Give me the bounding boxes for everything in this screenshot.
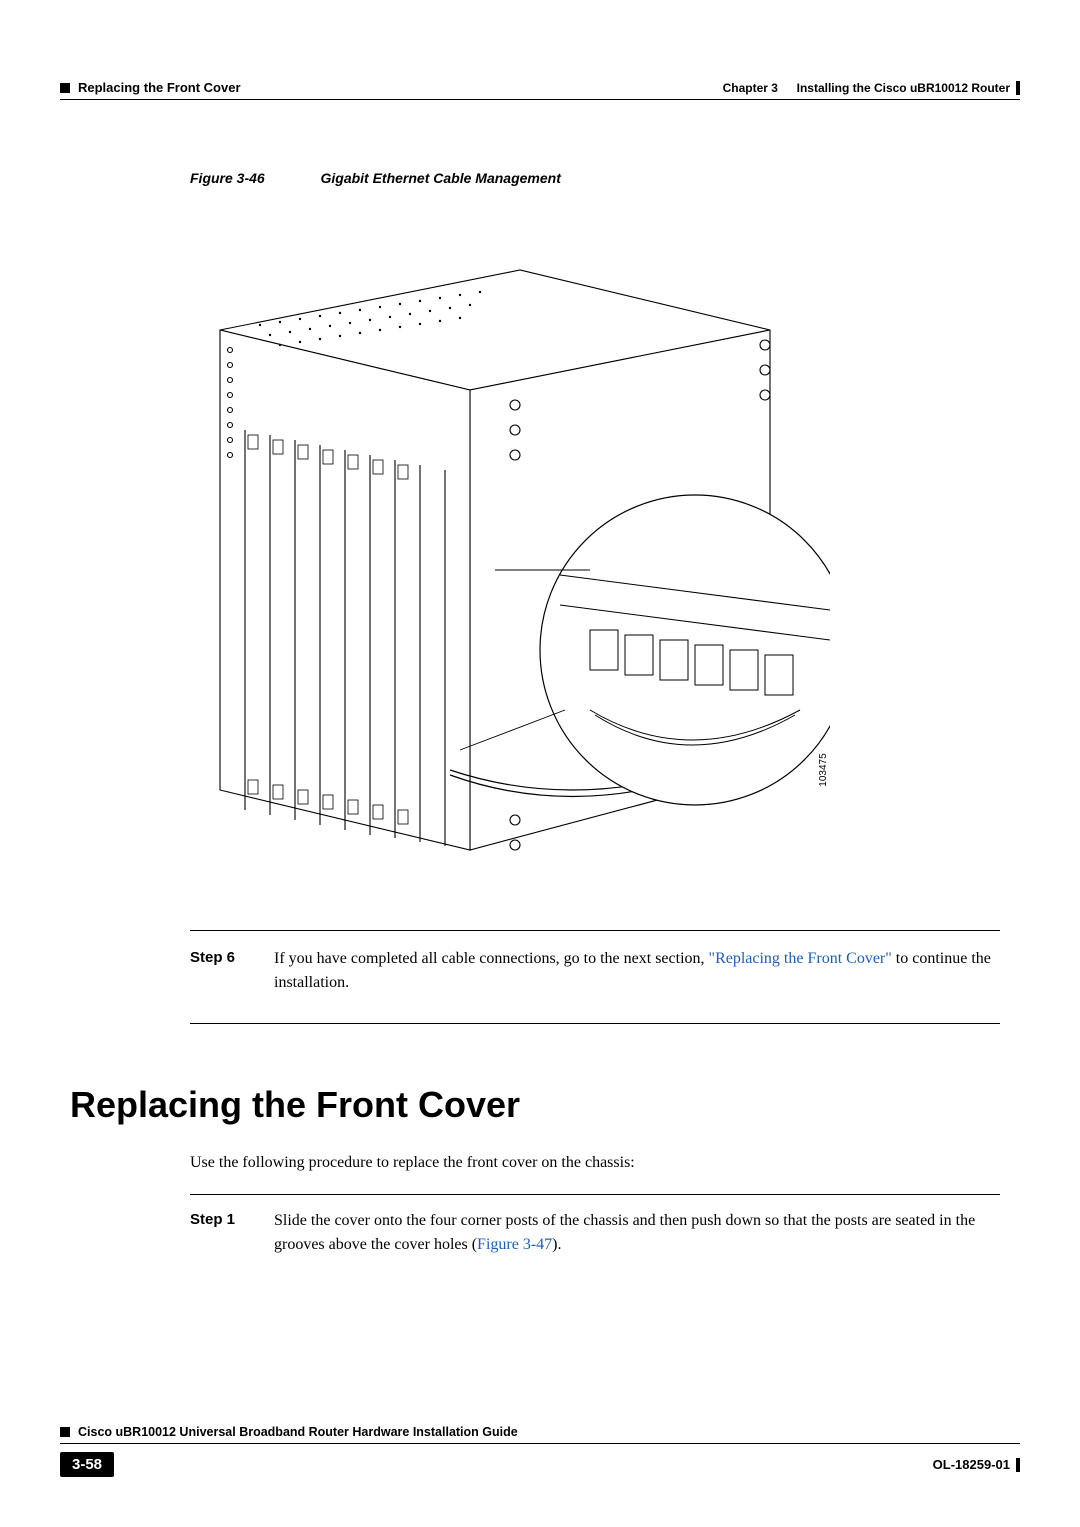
running-header: Replacing the Front Cover Chapter 3 Inst…: [60, 80, 1020, 99]
page-number-badge: 3-58: [60, 1452, 114, 1477]
page-footer: Cisco uBR10012 Universal Broadband Route…: [60, 1425, 1020, 1477]
step-1: Step 1 Slide the cover onto the four cor…: [190, 1209, 1000, 1257]
step-label: Step 1: [190, 1209, 250, 1257]
bullet-square-icon: [60, 83, 70, 93]
section-heading: Replacing the Front Cover: [70, 1084, 1020, 1126]
step-body: Slide the cover onto the four corner pos…: [274, 1209, 1000, 1257]
section-title: Replacing the Front Cover: [78, 80, 241, 95]
footer-title-row: Cisco uBR10012 Universal Broadband Route…: [60, 1425, 1020, 1444]
running-header-left: Replacing the Front Cover: [60, 80, 241, 95]
figure-id-label: 103475: [818, 753, 829, 787]
chapter-label: Chapter 3: [723, 81, 778, 95]
header-rule: [60, 99, 1020, 100]
content-column-2: Use the following procedure to replace t…: [60, 1154, 1020, 1257]
guide-title: Cisco uBR10012 Universal Broadband Route…: [78, 1425, 518, 1439]
page: Replacing the Front Cover Chapter 3 Inst…: [0, 0, 1080, 1527]
pre-step-rule: [190, 930, 1000, 931]
step1-text-after: ).: [552, 1236, 561, 1253]
step1-text-before: Slide the cover onto the four corner pos…: [274, 1212, 975, 1253]
end-bar-icon: [1016, 1458, 1020, 1472]
pre-step1-rule: [190, 1194, 1000, 1195]
step-6: Step 6 If you have completed all cable c…: [190, 947, 1000, 995]
end-bar-icon: [1016, 81, 1020, 95]
step-body: If you have completed all cable connecti…: [274, 947, 1000, 995]
figure-caption: Figure 3-46 Gigabit Ethernet Cable Manag…: [190, 170, 1000, 186]
footer-num-row: 3-58 OL-18259-01: [60, 1452, 1020, 1477]
chapter-title: Installing the Cisco uBR10012 Router: [797, 81, 1010, 95]
step6-text-before: If you have completed all cable connecti…: [274, 950, 709, 967]
figure-title: Gigabit Ethernet Cable Management: [320, 170, 560, 186]
step1-link[interactable]: Figure 3-47: [477, 1236, 552, 1253]
content-column: Figure 3-46 Gigabit Ethernet Cable Manag…: [60, 170, 1020, 1024]
doc-id: OL-18259-01: [933, 1457, 1020, 1472]
post-step-rule: [190, 1023, 1000, 1024]
bullet-square-icon: [60, 1427, 70, 1437]
intro-text: Use the following procedure to replace t…: [190, 1154, 1000, 1172]
figure-label: Figure 3-46: [190, 170, 265, 186]
figure-illustration: 103475: [190, 210, 830, 890]
step6-link[interactable]: "Replacing the Front Cover": [709, 950, 892, 967]
doc-id-text: OL-18259-01: [933, 1457, 1010, 1472]
step-label: Step 6: [190, 947, 250, 995]
running-header-right: Chapter 3 Installing the Cisco uBR10012 …: [723, 81, 1020, 95]
